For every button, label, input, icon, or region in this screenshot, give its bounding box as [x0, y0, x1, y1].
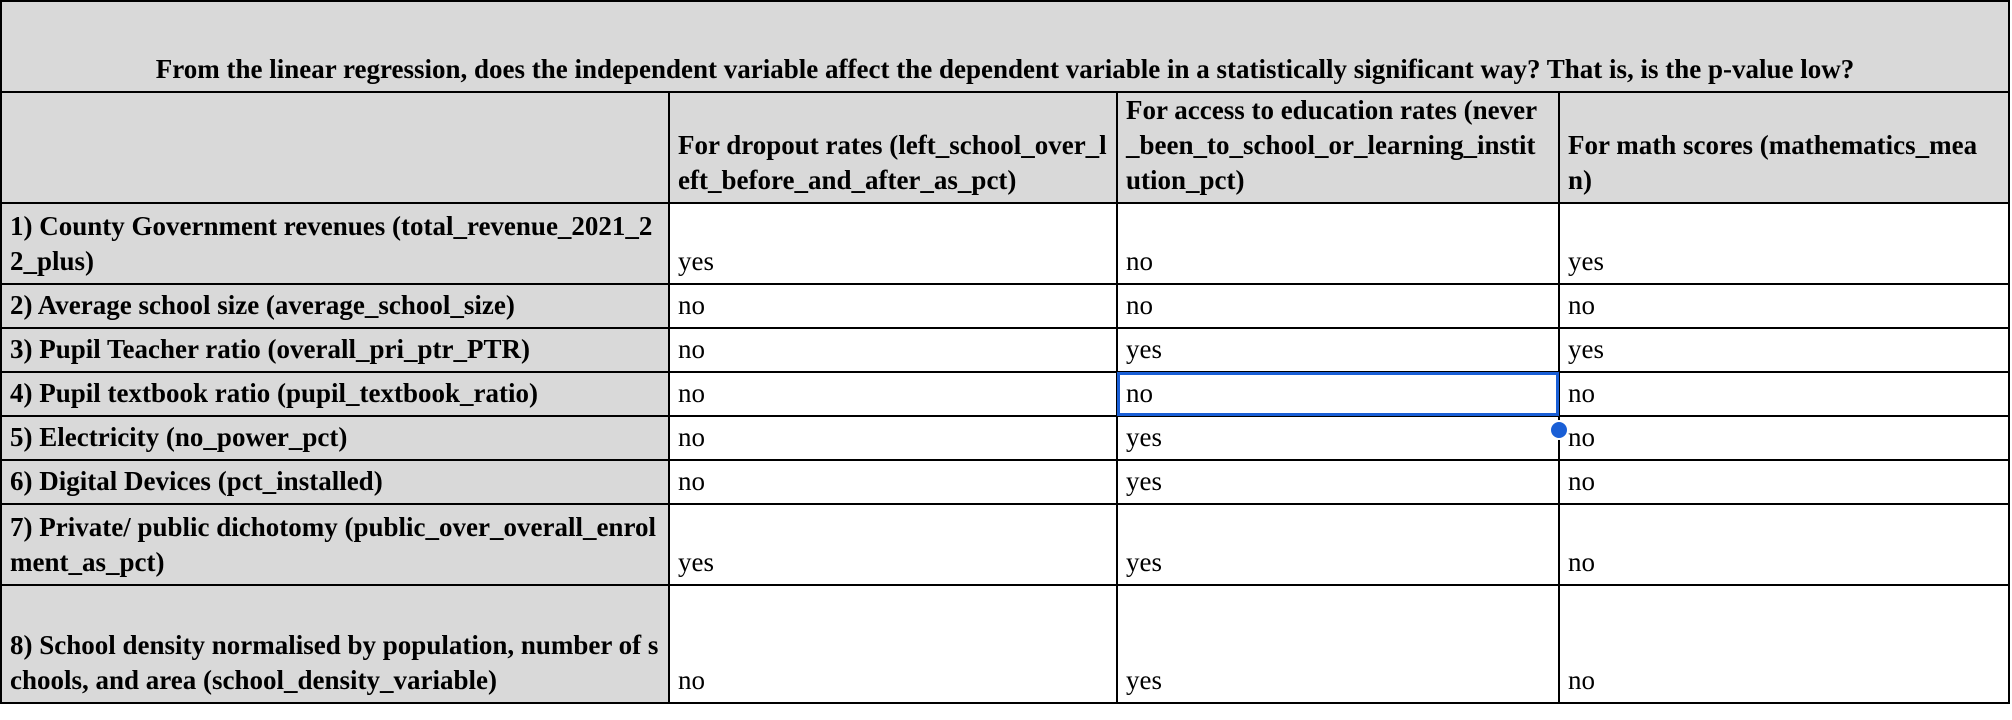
value-cell[interactable]: yes — [1116, 503, 1560, 586]
row-label-cell[interactable]: 2) Average school size (average_school_s… — [0, 283, 670, 329]
table-row: 4) Pupil textbook ratio (pupil_textbook_… — [0, 371, 2011, 417]
table-row: 1) County Government revenues (total_rev… — [0, 202, 2011, 285]
title-cell[interactable]: From the linear regression, does the ind… — [0, 0, 2011, 93]
value-cell[interactable]: no — [1116, 202, 1560, 285]
row-label-cell[interactable]: 7) Private/ public dichotomy (public_ove… — [0, 503, 670, 586]
table-row: 2) Average school size (average_school_s… — [0, 283, 2011, 329]
value-cell[interactable]: yes — [1116, 584, 1560, 704]
value-cell[interactable]: yes — [1116, 459, 1560, 505]
value-cell[interactable]: no — [668, 283, 1118, 329]
value-cell[interactable]: no — [1557, 283, 2011, 329]
value-cell[interactable]: yes — [1557, 202, 2011, 285]
row-label-cell[interactable]: 1) County Government revenues (total_rev… — [0, 202, 670, 285]
table-row: 8) School density normalised by populati… — [0, 584, 2011, 704]
table-row: 3) Pupil Teacher ratio (overall_pri_ptr_… — [0, 327, 2011, 373]
value-cell[interactable]: no — [668, 584, 1118, 704]
value-cell[interactable]: no — [1557, 459, 2011, 505]
value-cell[interactable]: no — [668, 415, 1118, 461]
value-cell[interactable]: no — [1557, 415, 2011, 461]
value-cell[interactable]: no — [668, 327, 1118, 373]
value-cell[interactable]: yes — [1557, 327, 2011, 373]
table-row: 6) Digital Devices (pct_installed) no ye… — [0, 459, 2011, 505]
value-cell[interactable]: no — [1557, 503, 2011, 586]
row-label-cell[interactable]: 4) Pupil textbook ratio (pupil_textbook_… — [0, 371, 670, 417]
row-label-cell[interactable]: 6) Digital Devices (pct_installed) — [0, 459, 670, 505]
spreadsheet-table: From the linear regression, does the ind… — [0, 0, 2011, 704]
value-cell[interactable]: yes — [1116, 327, 1560, 373]
header-cell-blank[interactable] — [0, 91, 670, 204]
table-row: 5) Electricity (no_power_pct) no yes no — [0, 415, 2011, 461]
value-cell[interactable]: yes — [1116, 415, 1560, 461]
value-cell[interactable]: no — [1116, 283, 1560, 329]
value-cell[interactable]: no — [668, 371, 1118, 417]
value-cell[interactable]: no — [1557, 371, 2011, 417]
table-row: 7) Private/ public dichotomy (public_ove… — [0, 503, 2011, 586]
value-cell[interactable]: yes — [668, 202, 1118, 285]
value-cell[interactable]: no — [1557, 584, 2011, 704]
value-cell[interactable]: no — [668, 459, 1118, 505]
header-cell-math-scores[interactable]: For math scores (mathematics_mean) — [1557, 91, 2011, 204]
header-cell-access-to-education[interactable]: For access to education rates (never_bee… — [1116, 91, 1560, 204]
header-cell-dropout-rates[interactable]: For dropout rates (left_school_over_left… — [668, 91, 1118, 204]
row-label-cell[interactable]: 8) School density normalised by populati… — [0, 584, 670, 704]
value-cell[interactable]: yes — [668, 503, 1118, 586]
selected-cell[interactable]: no — [1116, 371, 1560, 417]
row-label-cell[interactable]: 3) Pupil Teacher ratio (overall_pri_ptr_… — [0, 327, 670, 373]
row-label-cell[interactable]: 5) Electricity (no_power_pct) — [0, 415, 670, 461]
fill-handle[interactable] — [1549, 420, 1569, 440]
